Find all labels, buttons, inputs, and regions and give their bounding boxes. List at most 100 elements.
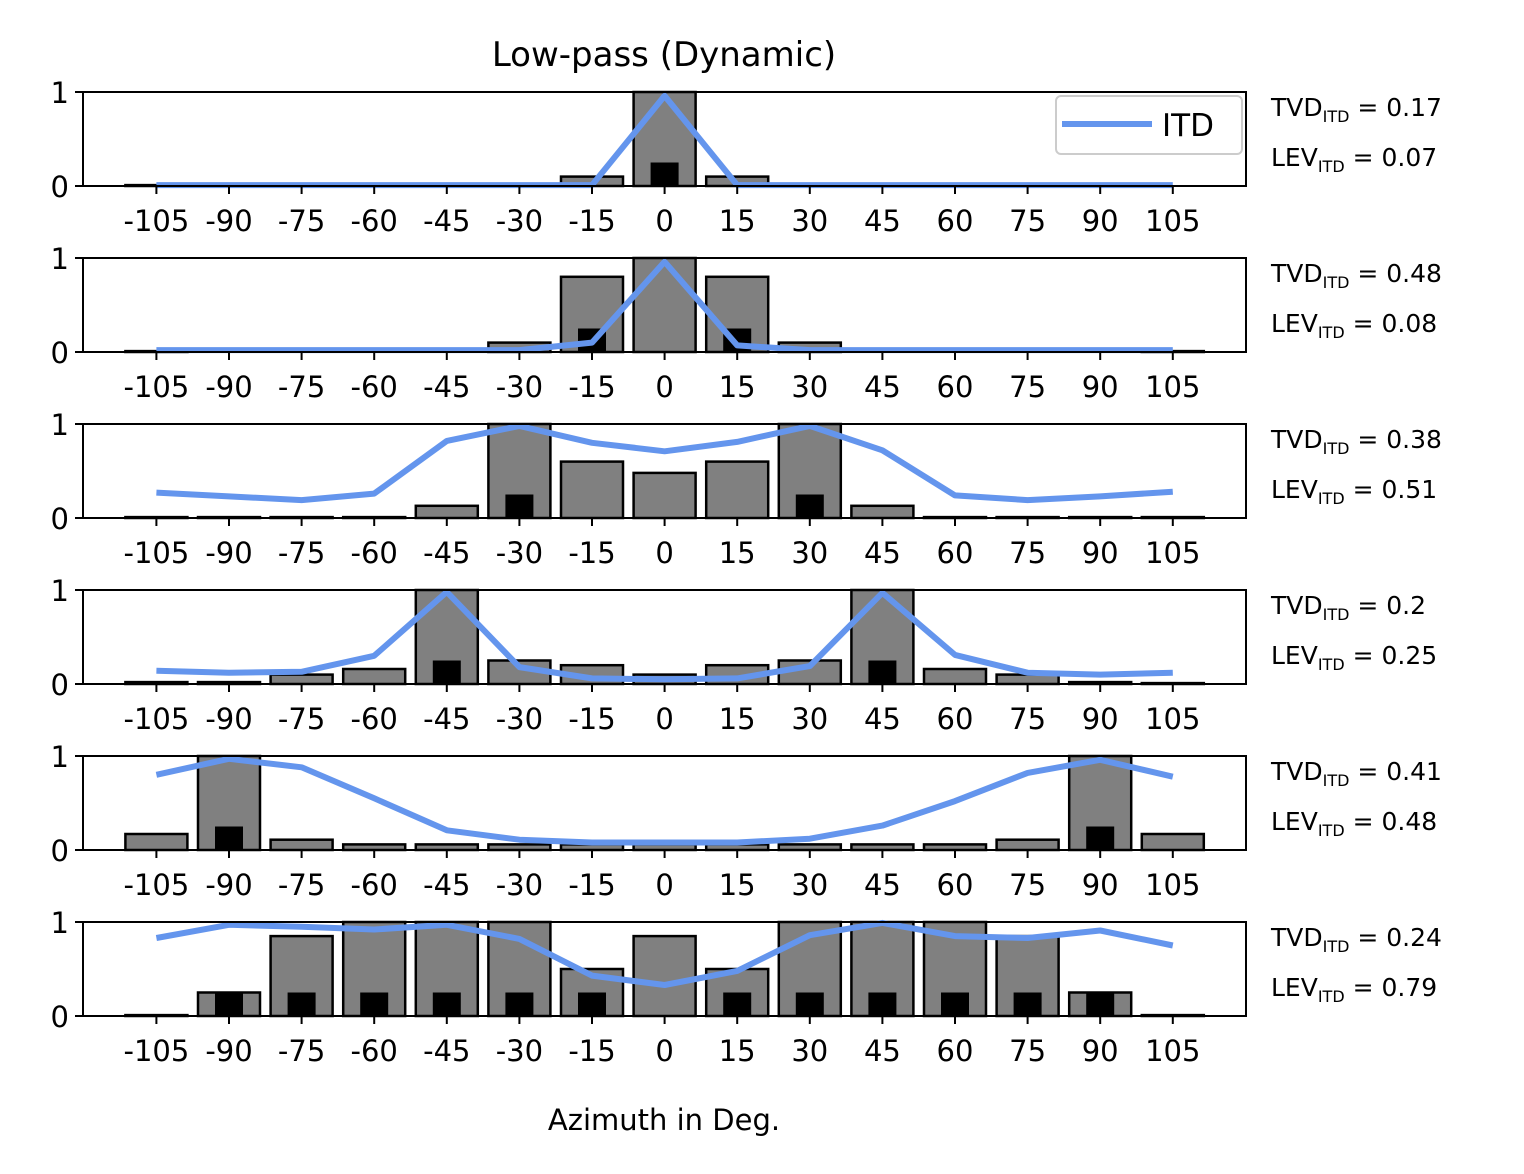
lev-annotation: LEVITD = 0.25	[1271, 641, 1437, 674]
panel-3: 1 0 -105 -90 -75 -60 -45 -30 -15 0 15 30 45 60 75 90 105…	[51, 408, 1442, 570]
x-tick-label: -15	[568, 536, 615, 570]
x-tick-label: 15	[719, 536, 756, 570]
x-tick-label: 60	[937, 370, 974, 404]
x-tick-label: 0	[655, 536, 673, 570]
x-tick-label: 90	[1082, 204, 1119, 238]
itd-line	[156, 258, 1173, 354]
x-tick-label: -105	[123, 1034, 189, 1068]
marker-bar	[287, 992, 316, 1016]
marker-bar	[868, 992, 897, 1016]
y-tick-label: 0	[51, 668, 69, 702]
panel-6: 1 0 -105 -90 -75 -60 -45 -30 -15 0 15 30 45 60 75 90 105…	[51, 906, 1442, 1068]
x-tick-label: 90	[1082, 868, 1119, 902]
marker-bar	[1086, 992, 1115, 1016]
x-tick-label: 105	[1145, 868, 1200, 902]
x-tick-label: 30	[791, 1034, 828, 1068]
x-tick-label: 105	[1145, 702, 1200, 736]
x-tick-label: 45	[864, 702, 901, 736]
lev-annotation: LEVITD = 0.48	[1271, 807, 1437, 840]
x-tick-label: 105	[1145, 370, 1200, 404]
panel-2: 1 0 -105 -90 -75 -60 -45 -30 -15 0 15 30 45 60 75 90 105…	[51, 242, 1442, 404]
x-tick-label: 60	[937, 1034, 974, 1068]
x-tick-label: -90	[205, 204, 252, 238]
x-tick-label: -60	[351, 702, 398, 736]
x-tick-label: 90	[1082, 536, 1119, 570]
bar	[269, 838, 334, 852]
x-tick-label: -60	[351, 204, 398, 238]
marker-bar	[432, 992, 461, 1016]
x-tick-label: 45	[864, 370, 901, 404]
x-tick-label: 30	[791, 868, 828, 902]
x-tick-label: -45	[423, 204, 470, 238]
x-tick-label: -60	[351, 1034, 398, 1068]
itd-line	[155, 919, 1174, 988]
bar	[269, 673, 334, 686]
x-tick-label: -90	[205, 536, 252, 570]
x-tick-label: 15	[719, 702, 756, 736]
marker-bar	[505, 494, 534, 518]
x-tick-label: -30	[496, 204, 543, 238]
x-tick-label: 75	[1009, 536, 1046, 570]
marker-bar	[650, 162, 679, 186]
y-tick-label: 1	[51, 574, 69, 608]
x-tick-label: -60	[351, 536, 398, 570]
tvd-annotation: TVDITD = 0.17	[1270, 93, 1442, 126]
tvd-annotation: TVDITD = 0.38	[1270, 425, 1442, 458]
x-tick-label: -75	[278, 536, 325, 570]
x-tick-label: 75	[1009, 204, 1046, 238]
x-tick-label: 15	[719, 204, 756, 238]
lev-annotation: LEVITD = 0.79	[1271, 973, 1437, 1006]
marker-bar	[941, 992, 969, 1016]
panel-5: 1 0 -105 -90 -75 -60 -45 -30 -15 0 15 30 45 60 75 90 105…	[51, 740, 1442, 902]
x-tick-label: -75	[278, 204, 325, 238]
x-tick-label: 105	[1145, 536, 1200, 570]
x-tick-label: 60	[937, 702, 974, 736]
bar	[1140, 832, 1206, 852]
x-tick-label: 75	[1009, 702, 1046, 736]
x-tick-label: -30	[496, 1034, 543, 1068]
x-tick-label: -30	[496, 370, 543, 404]
x-tick-label: 0	[655, 868, 673, 902]
x-tick-label: 45	[864, 536, 901, 570]
marker-bar	[215, 992, 243, 1016]
marker-bar	[1086, 826, 1115, 850]
x-tick-label: -75	[278, 1034, 325, 1068]
x-tick-label: -15	[568, 370, 615, 404]
x-tick-label: -60	[351, 370, 398, 404]
marker-bar	[505, 992, 534, 1016]
x-tick-label: -15	[568, 702, 615, 736]
x-tick-label: 105	[1145, 1034, 1200, 1068]
marker-bar	[723, 992, 752, 1016]
itd-line	[156, 588, 1173, 683]
bar	[632, 256, 697, 354]
x-tick-label: 60	[937, 204, 974, 238]
y-tick-label: 0	[51, 170, 69, 204]
bar	[414, 504, 480, 520]
legend-label: ITD	[1162, 108, 1214, 144]
x-tick-label: 105	[1145, 204, 1200, 238]
x-tick-label: -105	[123, 204, 189, 238]
x-tick-label: -75	[278, 370, 325, 404]
x-tick-label: 60	[937, 536, 974, 570]
x-tick-label: 30	[791, 536, 828, 570]
chart-title: Low-pass (Dynamic)	[492, 35, 836, 75]
x-tick-label: 75	[1009, 370, 1046, 404]
tvd-annotation: TVDITD = 0.48	[1270, 259, 1442, 292]
x-tick-label: 30	[791, 370, 828, 404]
x-tick-label: -90	[205, 370, 252, 404]
x-tick-label: -105	[123, 536, 189, 570]
x-tick-label: -105	[123, 868, 189, 902]
legend: ITD	[1055, 95, 1243, 155]
x-tick-label: -90	[205, 868, 252, 902]
y-tick-label: 1	[51, 740, 69, 774]
x-tick-label: 45	[864, 868, 901, 902]
x-tick-label: 0	[655, 1034, 673, 1068]
tvd-annotation: TVDITD = 0.41	[1270, 757, 1442, 790]
bar	[124, 832, 189, 852]
x-tick-label: -15	[568, 204, 615, 238]
x-tick-label: -90	[205, 702, 252, 736]
y-tick-label: 0	[51, 1000, 69, 1034]
x-tick-label: 30	[791, 702, 828, 736]
y-tick-label: 1	[51, 242, 69, 276]
